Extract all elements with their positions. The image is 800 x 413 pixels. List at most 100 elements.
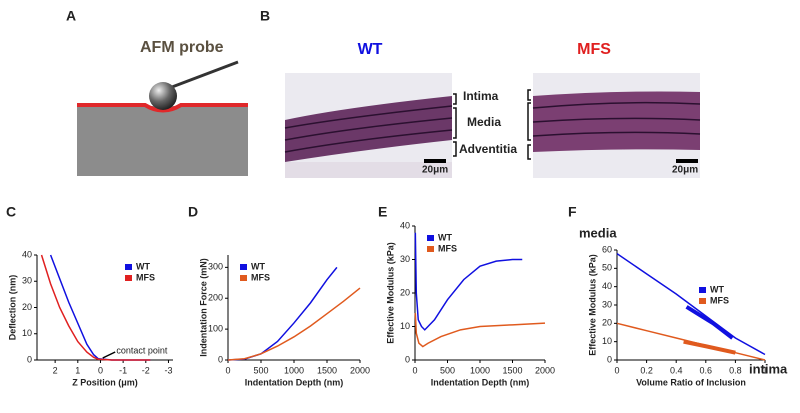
layer-label: Intima bbox=[463, 89, 499, 103]
y-tick-label: 40 bbox=[602, 281, 612, 291]
y-tick-label: 0 bbox=[218, 354, 223, 364]
x-tick-label: 0.8 bbox=[729, 365, 742, 375]
y-axis-label: Effective Modulus (kPa) bbox=[385, 242, 395, 344]
x-tick-label: 2000 bbox=[535, 365, 555, 375]
layer-label: Media bbox=[467, 115, 501, 129]
y-tick-label: 20 bbox=[22, 302, 32, 312]
x-axis-label: Indentation Depth (nm) bbox=[431, 377, 530, 387]
y-tick-label: 10 bbox=[400, 321, 410, 331]
y-tick-label: 200 bbox=[208, 293, 223, 303]
substrate bbox=[77, 106, 248, 176]
legend-label: WT bbox=[710, 284, 724, 294]
series-line bbox=[414, 232, 523, 331]
x-tick-label: 1 bbox=[75, 365, 80, 375]
x-tick-label: 2 bbox=[53, 365, 58, 375]
series-line bbox=[227, 266, 338, 361]
x-tick-label: 1500 bbox=[502, 365, 522, 375]
x-tick-label: 0.4 bbox=[670, 365, 683, 375]
x-tick-label: 1500 bbox=[317, 365, 337, 375]
y-tick-label: 20 bbox=[400, 287, 410, 297]
y-tick-label: 100 bbox=[208, 323, 223, 333]
annotation-arrow bbox=[102, 351, 116, 359]
intima-layer bbox=[77, 103, 248, 113]
y-axis-label: Effective Modulus (kPa) bbox=[587, 254, 597, 356]
y-tick-label: 10 bbox=[602, 336, 612, 346]
x-tick-label: 1 bbox=[762, 365, 767, 375]
y-tick-label: 300 bbox=[208, 262, 223, 272]
histology-image bbox=[532, 73, 701, 178]
y-tick-label: 30 bbox=[400, 254, 410, 264]
y-tick-label: 40 bbox=[22, 249, 32, 259]
x-tick-label: 1000 bbox=[470, 365, 490, 375]
scale-bar bbox=[676, 159, 698, 163]
series-line bbox=[227, 287, 361, 361]
layer-label: Adventitia bbox=[459, 142, 517, 156]
legend-swatch bbox=[699, 287, 706, 293]
group-label: MFS bbox=[577, 41, 611, 58]
legend-swatch bbox=[427, 246, 434, 252]
x-tick-label: 0 bbox=[412, 365, 417, 375]
x-tick-label: -3 bbox=[164, 365, 172, 375]
legend-label: MFS bbox=[710, 295, 729, 305]
legend-swatch bbox=[240, 275, 247, 281]
x-axis-label: Volume Ratio of Inclusion bbox=[636, 377, 746, 387]
series-line bbox=[685, 305, 734, 340]
legend-label: WT bbox=[136, 261, 150, 271]
legend-swatch bbox=[240, 264, 247, 270]
annotation: contact point bbox=[116, 345, 168, 355]
y-tick-label: 40 bbox=[400, 220, 410, 230]
legend-label: WT bbox=[438, 232, 452, 242]
probe-label: AFM probe bbox=[140, 39, 224, 56]
x-tick-label: 500 bbox=[440, 365, 455, 375]
group-label: WT bbox=[358, 41, 383, 58]
x-tick-label: 0 bbox=[98, 365, 103, 375]
legend-label: MFS bbox=[251, 272, 270, 282]
y-tick-label: 10 bbox=[22, 328, 32, 338]
panel-label: F bbox=[568, 204, 577, 220]
x-tick-label: 0 bbox=[614, 365, 619, 375]
x-axis-label: Indentation Depth (nm) bbox=[245, 377, 344, 387]
scale-label: 20μm bbox=[672, 165, 698, 176]
legend-label: WT bbox=[251, 261, 265, 271]
y-tick-label: 60 bbox=[602, 244, 612, 254]
annotation: media bbox=[579, 225, 617, 240]
legend-swatch bbox=[125, 264, 132, 270]
annotation: intima bbox=[749, 361, 788, 376]
x-tick-label: -2 bbox=[142, 365, 150, 375]
legend-label: MFS bbox=[136, 272, 155, 282]
series-line bbox=[40, 254, 151, 361]
y-tick-label: 0 bbox=[607, 354, 612, 364]
x-tick-label: 500 bbox=[253, 365, 268, 375]
x-tick-label: 1000 bbox=[284, 365, 304, 375]
panel-label: D bbox=[188, 204, 198, 220]
y-tick-label: 30 bbox=[22, 276, 32, 286]
y-tick-label: 30 bbox=[602, 299, 612, 309]
scale-bar bbox=[424, 159, 446, 163]
y-axis-label: Indentation Force (mN) bbox=[198, 258, 208, 357]
x-tick-label: -1 bbox=[119, 365, 127, 375]
cantilever bbox=[171, 60, 239, 89]
series-line bbox=[414, 313, 546, 348]
x-tick-label: 0 bbox=[225, 365, 230, 375]
panel-label: E bbox=[378, 204, 387, 220]
x-axis-label: Z Position (μm) bbox=[72, 377, 138, 387]
x-tick-label: 2000 bbox=[350, 365, 370, 375]
y-tick-label: 0 bbox=[27, 354, 32, 364]
y-tick-label: 20 bbox=[602, 318, 612, 328]
bracket bbox=[453, 89, 531, 160]
legend-swatch bbox=[125, 275, 132, 281]
scale-label: 20μm bbox=[422, 165, 448, 176]
x-tick-label: 0.6 bbox=[700, 365, 713, 375]
y-tick-label: 50 bbox=[602, 263, 612, 273]
series-line bbox=[683, 339, 736, 355]
x-tick-label: 0.2 bbox=[640, 365, 653, 375]
legend-swatch bbox=[699, 298, 706, 304]
probe-sphere bbox=[149, 82, 177, 110]
y-tick-label: 0 bbox=[405, 354, 410, 364]
y-axis-label: Deflection (nm) bbox=[7, 275, 17, 341]
legend-swatch bbox=[427, 235, 434, 241]
panel-label: B bbox=[260, 8, 270, 24]
panel-label: C bbox=[6, 204, 16, 220]
legend-label: MFS bbox=[438, 243, 457, 253]
series-line bbox=[616, 253, 766, 356]
